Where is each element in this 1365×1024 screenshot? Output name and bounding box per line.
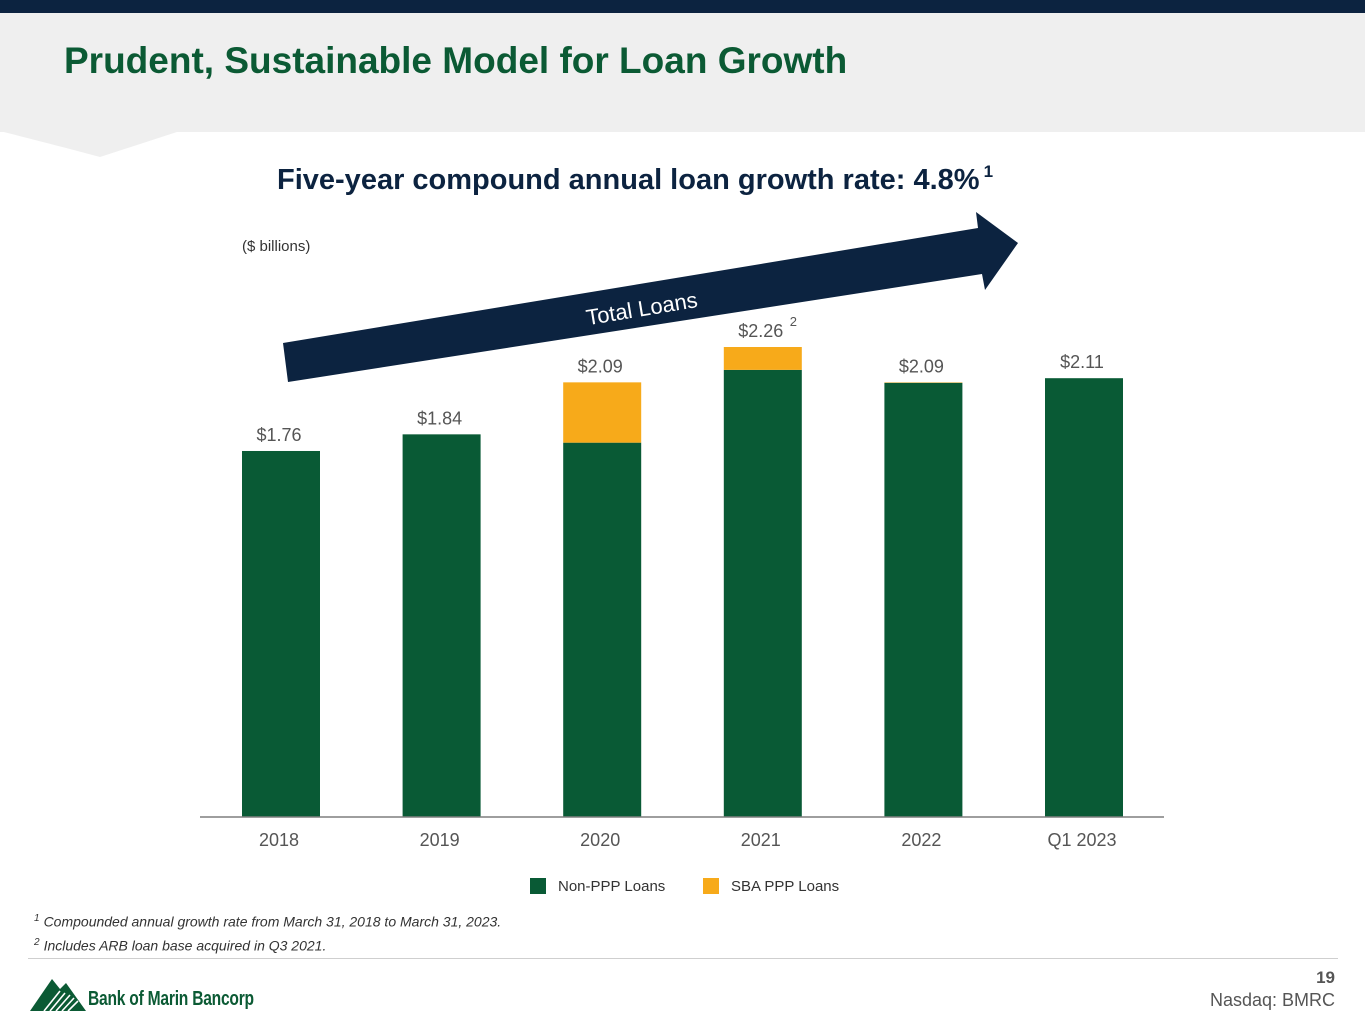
chart-title-text: Five-year compound annual loan growth ra… xyxy=(277,164,980,196)
bars-layer: $1.76 2018 $1.84 2019 $2.09 2020 $2.26 2 2021 $2.… xyxy=(242,314,1123,850)
bar-total-label-2022: $2.09 xyxy=(899,356,944,376)
x-tick-label-2020: 2020 xyxy=(580,830,620,850)
page-title: Prudent, Sustainable Model for Loan Grow… xyxy=(64,40,848,81)
footnote-1-marker: 1 xyxy=(34,913,40,924)
footnote-2-marker: 2 xyxy=(34,937,40,948)
chart-title: Five-year compound annual loan growth ra… xyxy=(277,162,994,197)
top-accent-bar xyxy=(0,0,1365,13)
brand-name: Bank of Marin Bancorp xyxy=(88,988,254,1010)
bar-sba-ppp-2020 xyxy=(563,382,642,443)
bar-non-ppp-2018 xyxy=(242,450,320,817)
bar-total-label-q1-2023: $2.11 xyxy=(1060,352,1104,372)
footnote-1: 1 Compounded annual growth rate from Marc… xyxy=(34,913,501,930)
bar-total-label-2018: $1.76 xyxy=(256,425,301,445)
footnote-1-text: Compounded annual growth rate from March… xyxy=(43,913,502,930)
x-tick-label-2021: 2021 xyxy=(741,830,781,850)
page-number: 19 xyxy=(1316,968,1335,987)
chart-title-footnote-marker: 1 xyxy=(983,162,994,181)
x-tick-label-2018: 2018 xyxy=(259,830,299,850)
legend-label-sba-ppp: SBA PPP Loans xyxy=(731,878,840,895)
legend-label-non-ppp: Non-PPP Loans xyxy=(558,878,666,895)
legend-swatch-non-ppp xyxy=(530,878,546,894)
bar-non-ppp-q1-2023 xyxy=(1045,378,1123,817)
ticker-symbol: Nasdaq: BMRC xyxy=(1209,990,1335,1010)
bar-total-label-2020: $2.09 xyxy=(578,356,623,376)
units-label: ($ billions) xyxy=(242,238,311,255)
x-tick-label-2019: 2019 xyxy=(420,830,460,850)
total-loans-arrow xyxy=(283,212,1018,382)
bar-non-ppp-2022 xyxy=(884,382,963,817)
x-tick-label-2022: 2022 xyxy=(901,830,941,850)
bar-non-ppp-2020 xyxy=(563,442,642,817)
bar-total-superscript-2021: 2 xyxy=(790,314,797,329)
footnote-2-text: Includes ARB loan base acquired in Q3 20… xyxy=(43,937,327,954)
header-band xyxy=(0,13,1365,132)
bar-sba-ppp-2021 xyxy=(723,347,802,370)
header-notch xyxy=(0,131,180,157)
bar-non-ppp-2019 xyxy=(402,434,481,817)
bank-logo-mountain-icon xyxy=(30,979,86,1012)
footer-divider xyxy=(28,958,1338,959)
bar-non-ppp-2021 xyxy=(723,369,802,817)
footnote-2: 2 Includes ARB loan base acquired in Q3 2… xyxy=(34,937,326,954)
legend-swatch-sba-ppp xyxy=(703,878,719,894)
bar-total-label-2019: $1.84 xyxy=(417,408,462,428)
bar-total-label-2021: $2.26 xyxy=(738,321,783,341)
x-tick-label-q1-2023: Q1 2023 xyxy=(1047,830,1116,850)
